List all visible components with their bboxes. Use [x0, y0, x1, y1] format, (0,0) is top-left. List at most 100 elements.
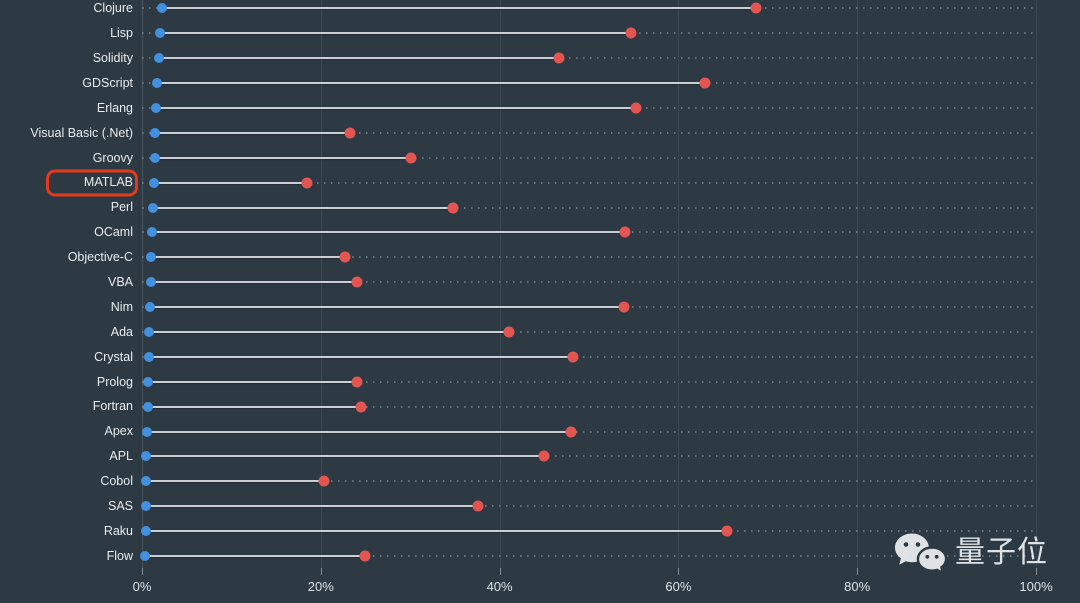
dotted-baseline	[142, 430, 1036, 433]
category-label: Raku	[103, 523, 133, 538]
red-dot	[618, 301, 630, 313]
row-label-cell: Flow	[0, 544, 142, 569]
category-label: Erlang	[96, 100, 133, 115]
red-dot	[625, 27, 637, 39]
row-label-cell: Fortran	[0, 394, 142, 419]
blue-dot	[140, 526, 151, 537]
dotted-baseline	[142, 355, 1036, 358]
row-label-cell: Solidity	[0, 46, 142, 71]
axis-tick	[499, 568, 501, 575]
row-label-cell: Apex	[0, 419, 142, 444]
red-dot	[630, 102, 642, 114]
category-label: SAS	[107, 499, 133, 513]
axis-tick	[1036, 568, 1037, 575]
chart-row: Prolog	[0, 369, 1080, 394]
row-track	[139, 544, 1036, 569]
row-label-cell: Ada	[0, 320, 142, 345]
connector-line	[158, 57, 559, 60]
red-dot	[553, 52, 565, 64]
chart-row: OCaml	[0, 220, 1080, 245]
row-track	[142, 46, 1036, 71]
blue-dot	[147, 202, 158, 213]
connector-line	[152, 206, 454, 209]
category-label: Flow	[106, 548, 133, 563]
connector-line	[144, 555, 365, 558]
row-label-cell: Raku	[0, 519, 142, 544]
connector-line	[153, 181, 308, 184]
axis-tick-label: 20%	[307, 579, 334, 594]
chart-row: Raku	[0, 519, 1080, 544]
chart-row: Clojure	[0, 0, 1080, 21]
axis-tick-label: 100%	[1019, 579, 1053, 594]
row-track	[142, 270, 1036, 295]
row-track	[141, 444, 1036, 469]
blue-dot	[156, 3, 167, 14]
gridline	[320, 0, 322, 569]
chart-row: Flow	[0, 544, 1080, 569]
category-label: Crystal	[94, 349, 133, 364]
chart-row: Groovy	[0, 145, 1080, 170]
red-dot	[538, 450, 550, 462]
row-label-cell: Erlang	[0, 96, 142, 121]
dotted-baseline	[142, 57, 1036, 60]
red-dot	[318, 475, 330, 487]
row-track	[142, 0, 1036, 21]
row-track	[142, 96, 1036, 121]
row-label-cell: GDScript	[0, 71, 142, 96]
chart-row: Perl	[0, 195, 1080, 220]
dotted-baseline	[142, 555, 1036, 558]
gridline	[857, 0, 859, 569]
connector-line	[150, 256, 345, 259]
row-label-cell: Crystal	[0, 344, 142, 369]
blue-dot	[140, 501, 151, 512]
connector-line	[161, 7, 757, 10]
connector-line	[154, 156, 412, 159]
red-dot	[359, 550, 371, 562]
red-dot	[503, 326, 515, 338]
gridline	[499, 0, 501, 569]
category-label: Nim	[110, 299, 133, 314]
dotted-baseline	[142, 256, 1036, 259]
connector-line	[155, 131, 351, 134]
category-label: Ada	[110, 324, 133, 339]
row-track	[142, 220, 1036, 245]
red-dot	[301, 177, 313, 189]
category-label: Groovy	[92, 150, 133, 165]
row-track	[142, 21, 1036, 46]
row-track	[142, 170, 1036, 195]
chart-row: Erlang	[0, 96, 1080, 121]
axis-tick-label: 40%	[486, 579, 513, 594]
category-label: Apex	[104, 424, 134, 439]
watermark-text: 量子位	[955, 536, 1048, 569]
row-track	[142, 120, 1036, 145]
plot-area	[142, 0, 1037, 569]
red-dot	[405, 152, 417, 164]
connector-line	[147, 430, 572, 433]
connector-line	[157, 82, 706, 85]
gridline	[678, 0, 680, 569]
dotted-baseline	[142, 505, 1036, 508]
category-label: GDScript	[82, 75, 133, 90]
blue-dot	[152, 78, 163, 89]
chart-row: Ada	[0, 320, 1080, 345]
category-label: Visual Basic (.Net)	[30, 125, 133, 140]
category-label: Prolog	[96, 374, 133, 389]
blue-dot	[149, 152, 160, 163]
category-label: Fortran	[92, 399, 133, 414]
gridline	[142, 0, 143, 569]
row-label-cell: OCaml	[0, 220, 142, 245]
row-label-cell: VBA	[0, 270, 142, 295]
chart-row: APL	[0, 444, 1080, 469]
connector-line	[146, 480, 325, 483]
row-track	[142, 344, 1036, 369]
blue-dot	[144, 351, 155, 362]
chart-row: Nim	[0, 295, 1080, 320]
red-dot	[447, 202, 459, 214]
category-label: OCaml	[94, 225, 133, 240]
row-label-cell: Objective-C	[0, 245, 142, 270]
category-label: Perl	[110, 200, 133, 215]
chart-row: Visual Basic (.Net)	[0, 120, 1080, 145]
red-dot	[355, 401, 367, 413]
row-track	[142, 195, 1036, 220]
chart-row: MATLAB	[0, 169, 1080, 197]
